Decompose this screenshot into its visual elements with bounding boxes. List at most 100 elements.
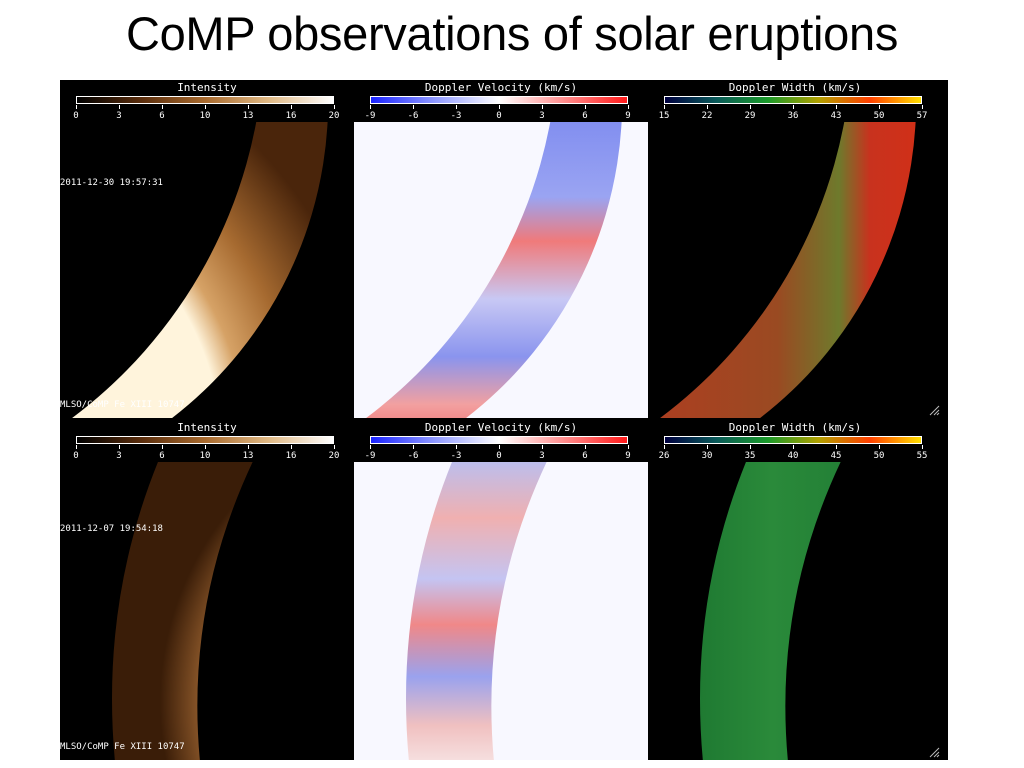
- tick-label: -3: [450, 111, 462, 121]
- tick-label: 50: [873, 451, 885, 461]
- intensity-colorbar-label: Intensity: [177, 81, 237, 94]
- tick-label: 30: [701, 451, 713, 461]
- velocity-limb-1: [365, 122, 622, 418]
- tick-label: 16: [285, 451, 297, 461]
- tick-label: 13: [242, 111, 254, 121]
- resize-grip-icon[interactable]: [928, 404, 940, 416]
- tick-label: 6: [582, 451, 588, 461]
- tick-label: 26: [658, 451, 670, 461]
- tick-mark: [205, 445, 206, 449]
- velocity-gradient: [370, 96, 628, 104]
- tick-label: 43: [830, 111, 842, 121]
- tick-mark: [291, 105, 292, 109]
- tick-label: 45: [830, 451, 842, 461]
- intensity-panel-1: 2011-12-30 19:57:31 MLSO/CoMP Fe XIII 10…: [60, 122, 354, 418]
- width-colorbar-label-2: Doppler Width (km/s): [728, 421, 862, 434]
- width-panel-2: [648, 462, 942, 760]
- intensity-colorbar-2: Intensity 0 3 6 10 13 16 20: [60, 420, 354, 462]
- tick-mark: [119, 105, 120, 109]
- width-limb-1: [659, 122, 916, 418]
- tick-mark: [499, 445, 500, 449]
- tick-label: -6: [407, 451, 419, 461]
- intensity-ticks-2: 0 3 6 10 13 16 20: [73, 451, 339, 463]
- resize-grip-icon-2[interactable]: [928, 746, 940, 758]
- tick-label: 15: [658, 111, 670, 121]
- intensity-colorbar: Intensity 0 3 6 10 13 16 20: [60, 80, 354, 122]
- intensity-limb-1: [71, 122, 328, 418]
- tick-label: 36: [787, 111, 799, 121]
- tick-label: 10: [199, 451, 211, 461]
- width-limb-2: [700, 462, 841, 760]
- tick-mark: [413, 445, 414, 449]
- tick-mark: [707, 445, 708, 449]
- tick-label: -6: [407, 111, 419, 121]
- tick-label: 3: [116, 111, 122, 121]
- tick-mark: [162, 445, 163, 449]
- observation-date-1: 2011-12-30 19:57:31: [60, 178, 163, 188]
- tick-mark: [542, 445, 543, 449]
- tick-mark: [162, 105, 163, 109]
- intensity-gradient: [76, 96, 334, 104]
- tick-mark: [585, 445, 586, 449]
- tick-label: 6: [582, 111, 588, 121]
- tick-label: 3: [539, 451, 545, 461]
- velocity-panel-1: [354, 122, 648, 418]
- width-gradient: [664, 96, 922, 104]
- tick-mark: [707, 105, 708, 109]
- tick-label: 40: [787, 451, 799, 461]
- width-ticks-2: 26 30 35 40 45 50 55: [659, 451, 928, 463]
- tick-mark: [542, 105, 543, 109]
- tick-mark: [248, 105, 249, 109]
- intensity-panel-2: 2011-12-07 19:54:18 MLSO/CoMP Fe XIII 10…: [60, 462, 354, 760]
- width-gradient-2: [664, 436, 922, 444]
- tick-mark: [334, 105, 335, 109]
- tick-label: 0: [496, 111, 502, 121]
- tick-mark: [628, 105, 629, 109]
- velocity-ticks-2: -9 -6 -3 0 3 6 9: [365, 451, 631, 463]
- observation-date-2: 2011-12-07 19:54:18: [60, 524, 163, 534]
- tick-mark: [879, 445, 880, 449]
- tick-label: 57: [916, 111, 928, 121]
- intensity-gradient-2: [76, 436, 334, 444]
- tick-label: 0: [73, 111, 79, 121]
- slide-title: CoMP observations of solar eruptions: [125, 7, 899, 60]
- tick-mark: [205, 105, 206, 109]
- colorbar-row-1: Intensity 0 3 6 10 13 16 20 Doppler Velocity (…: [60, 80, 948, 122]
- tick-label: 9: [625, 451, 631, 461]
- width-colorbar-label: Doppler Width (km/s): [728, 81, 862, 94]
- tick-mark: [879, 105, 880, 109]
- tick-label: 55: [916, 451, 928, 461]
- tick-label: 50: [873, 111, 885, 121]
- velocity-colorbar: Doppler Velocity (km/s) -9 -6 -3 0 3 6 9: [354, 80, 648, 122]
- tick-mark: [793, 445, 794, 449]
- tick-label: 10: [199, 111, 211, 121]
- tick-label: 13: [242, 451, 254, 461]
- velocity-gradient-2: [370, 436, 628, 444]
- comp-figure: Intensity 0 3 6 10 13 16 20 Doppler Velocity (…: [60, 80, 948, 760]
- tick-mark: [750, 445, 751, 449]
- instrument-label-2: MLSO/CoMP Fe XIII 10747: [60, 742, 185, 752]
- velocity-ticks: -9 -6 -3 0 3 6 9: [365, 111, 631, 123]
- tick-label: -9: [364, 111, 376, 121]
- tick-mark: [119, 445, 120, 449]
- velocity-colorbar-label-2: Doppler Velocity (km/s): [424, 421, 578, 434]
- intensity-colorbar-label-2: Intensity: [177, 421, 237, 434]
- tick-label: -9: [364, 451, 376, 461]
- tick-mark: [334, 445, 335, 449]
- intensity-ticks: 0 3 6 10 13 16 20: [73, 111, 339, 123]
- velocity-colorbar-2: Doppler Velocity (km/s) -9 -6 -3 0 3 6 9: [354, 420, 648, 462]
- tick-label: 35: [744, 451, 756, 461]
- velocity-panel-2: [354, 462, 648, 760]
- tick-mark: [793, 105, 794, 109]
- tick-mark: [456, 105, 457, 109]
- width-panel-1: [648, 122, 942, 418]
- width-colorbar: Doppler Width (km/s) 15 22 29 36 43 50 57: [648, 80, 942, 122]
- tick-label: 29: [744, 111, 756, 121]
- tick-label: 3: [116, 451, 122, 461]
- tick-mark: [248, 445, 249, 449]
- tick-mark: [456, 445, 457, 449]
- tick-mark: [628, 445, 629, 449]
- tick-mark: [370, 105, 371, 109]
- tick-mark: [291, 445, 292, 449]
- tick-label: 0: [73, 451, 79, 461]
